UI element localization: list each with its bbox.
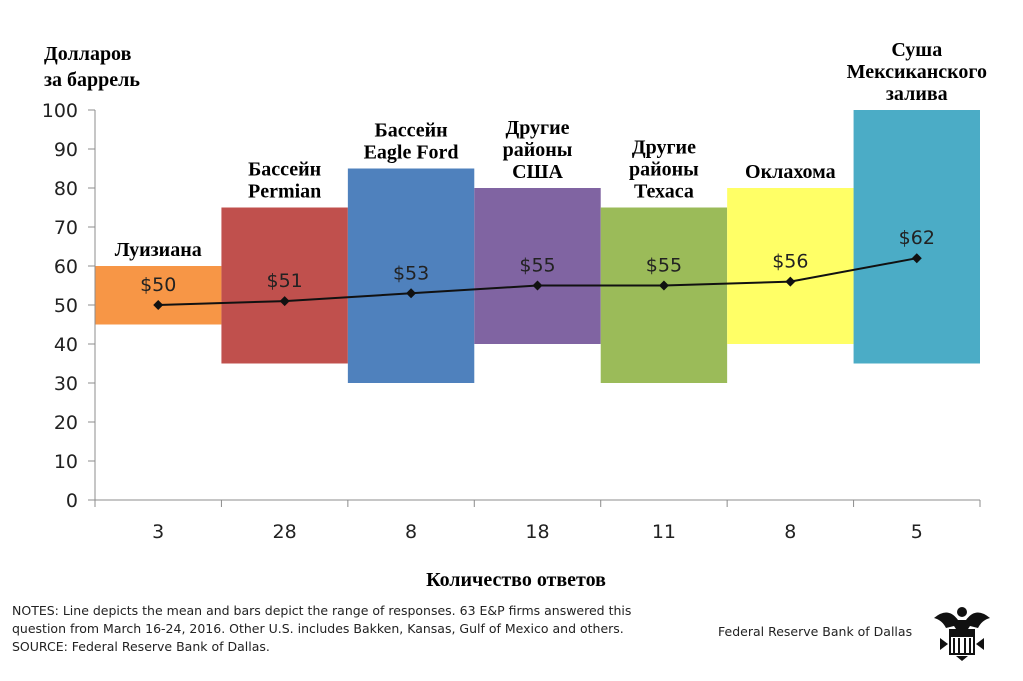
region-label-3: Бассейн Eagle Ford xyxy=(364,120,459,164)
region-label-bg xyxy=(245,158,324,203)
mean-value-label: $56 xyxy=(772,251,808,273)
range-bar-3 xyxy=(347,168,475,383)
region-label-5: Другие районы Техаса xyxy=(629,137,699,203)
x-tick-label: 11 xyxy=(652,521,676,543)
range-bar-7 xyxy=(853,110,980,364)
x-tick-label: 8 xyxy=(405,521,417,543)
range-bars xyxy=(95,110,980,383)
x-tick-labels: 3 28 8 18 11 8 5 xyxy=(152,521,923,543)
y-tick-label: 20 xyxy=(54,412,78,434)
mean-value-label: $50 xyxy=(140,274,176,296)
y-tick-label: 80 xyxy=(54,178,78,200)
x-tick-label: 18 xyxy=(525,521,549,543)
range-bar-5 xyxy=(600,207,728,383)
x-tick-label: 3 xyxy=(152,521,164,543)
mean-point xyxy=(406,288,417,299)
region-label-bg xyxy=(112,239,204,261)
y-tick-label: 70 xyxy=(54,217,78,239)
mean-line: $50 $51 $53 $55 $55 $56 $62 xyxy=(140,227,935,310)
mean-value-label: $51 xyxy=(267,270,303,292)
mean-point xyxy=(279,296,290,307)
x-tick-label: 8 xyxy=(784,521,796,543)
y-tick-label: 100 xyxy=(42,100,78,122)
axes xyxy=(88,109,981,507)
notes-line-2: question from March 16-24, 2016. Other U… xyxy=(12,621,624,636)
region-labels: Луизиана Бассейн Permian Бассейн Eagle Ford Д… xyxy=(112,39,989,261)
mean-value-label: $55 xyxy=(646,255,682,277)
mean-point xyxy=(532,280,543,291)
x-tick-label: 5 xyxy=(911,521,923,543)
mean-point xyxy=(911,253,922,264)
region-label-bg xyxy=(844,39,989,105)
y-axis-label: Долларов за баррель xyxy=(44,43,140,91)
range-bar-6 xyxy=(727,188,854,344)
region-label-7: Суша Мексиканского залива xyxy=(847,39,987,105)
region-label-bg xyxy=(627,136,702,203)
mean-point xyxy=(785,276,796,287)
region-label-2: Бассейн Permian xyxy=(248,159,321,203)
region-label-bg xyxy=(361,119,461,164)
notes-line-1: NOTES: Line depicts the mean and bars de… xyxy=(12,603,632,618)
region-label-bg xyxy=(500,117,575,183)
federal-reserve-seal-icon xyxy=(934,607,990,661)
mean-value-label: $53 xyxy=(393,262,429,284)
mean-point xyxy=(658,280,669,291)
region-label-1: Луизиана xyxy=(115,239,202,261)
mean-point xyxy=(153,300,164,310)
x-tick-label: 28 xyxy=(273,521,297,543)
y-tick-label: 60 xyxy=(54,256,78,278)
region-label-6: Оклахома xyxy=(745,161,836,183)
range-bar-1 xyxy=(95,266,222,325)
y-tick-label: 30 xyxy=(54,373,78,395)
region-label-4: Другие районы США xyxy=(503,117,573,183)
y-tick-label: 40 xyxy=(54,334,78,356)
y-tick-label: 10 xyxy=(54,451,78,473)
range-bar-2 xyxy=(221,207,348,364)
source-credit: Federal Reserve Bank of Dallas xyxy=(718,624,913,639)
y-tick-label: 0 xyxy=(66,490,78,512)
range-chart: 0 10 20 30 40 50 60 70 80 90 100 3 28 8 18 11 8 5 Луизиа… xyxy=(42,39,989,591)
notes-line-3: SOURCE: Federal Reserve Bank of Dallas. xyxy=(12,639,270,654)
range-bar-4 xyxy=(474,188,601,344)
y-axis-label-text: Долларов за баррель xyxy=(44,43,140,91)
y-tick-labels: 0 10 20 30 40 50 60 70 80 90 100 xyxy=(42,100,78,512)
mean-value-label: $55 xyxy=(519,255,555,277)
y-tick-label: 50 xyxy=(54,295,78,317)
y-tick-label: 90 xyxy=(54,139,78,161)
mean-value-label: $62 xyxy=(899,227,935,249)
x-axis-label: Количество ответов xyxy=(426,569,606,591)
region-label-bg xyxy=(743,161,838,183)
notes-block: NOTES: Line depicts the mean and bars de… xyxy=(12,602,712,656)
